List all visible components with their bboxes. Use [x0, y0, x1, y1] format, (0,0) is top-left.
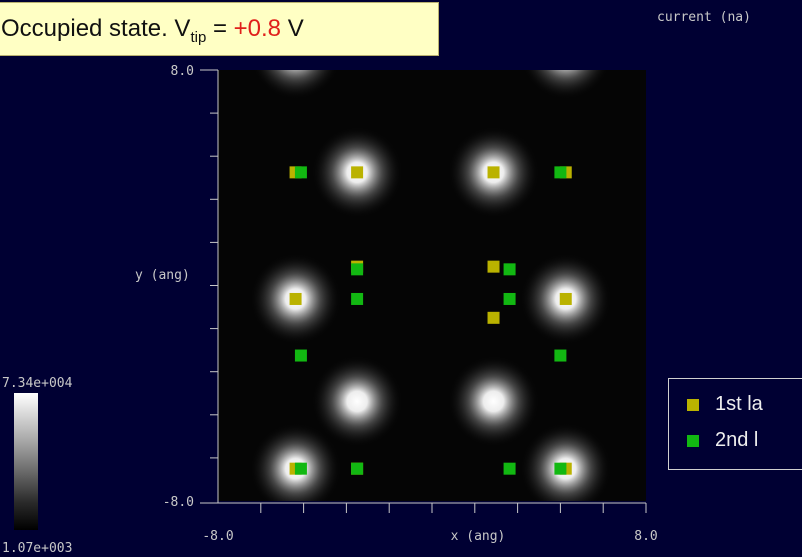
first-layer-atom-marker — [487, 311, 500, 324]
second-layer-atom-marker — [554, 462, 567, 475]
second-layer-atom-marker — [503, 292, 516, 305]
colorbar-max-label: 7.34e+004 — [2, 376, 73, 391]
current-unit-label: current (na) — [657, 10, 751, 25]
intensity-spot — [311, 355, 404, 448]
title-prefix: Occupied state. V — [1, 15, 191, 42]
state-title: Occupied state. Vtip = +0.8 V — [0, 2, 439, 56]
first-layer-atom-marker — [487, 260, 500, 273]
intensity-spot — [522, 70, 609, 100]
legend-item-2nd-layer: 2nd l — [687, 429, 758, 452]
x-tick-label: -8.0 — [202, 529, 233, 544]
intensity-spot — [519, 422, 612, 501]
first-layer-atom-marker — [487, 166, 500, 179]
second-layer-atom-marker — [294, 166, 307, 179]
intensity-spot — [447, 355, 540, 448]
title-unit: V — [281, 15, 304, 42]
legend-label: 1st la — [715, 393, 763, 415]
legend-swatch-yellow — [687, 398, 699, 411]
legend-swatch-green — [687, 434, 699, 447]
second-layer-atom-marker — [294, 349, 307, 362]
title-voltage-value: +0.8 — [233, 15, 282, 42]
legend-label: 2nd l — [715, 429, 759, 451]
first-layer-atom-marker — [559, 292, 572, 305]
second-layer-atom-marker — [503, 462, 516, 475]
legend: 1st la 2nd l — [668, 378, 802, 470]
title-subscript: tip — [190, 28, 207, 46]
second-layer-atom-marker — [554, 166, 567, 179]
x-tick-label: 8.0 — [634, 529, 657, 544]
intensity-spot — [249, 422, 342, 501]
second-layer-atom-marker — [503, 263, 516, 276]
second-layer-atom-marker — [554, 349, 567, 362]
second-layer-atom-marker — [351, 462, 364, 475]
intensity-spot — [252, 70, 339, 100]
y-axis-label: y (ang) — [135, 268, 190, 283]
second-layer-atom-marker — [351, 263, 364, 276]
second-layer-atom-marker — [294, 462, 307, 475]
legend-item-1st-layer: 1st la — [687, 393, 763, 416]
y-tick-label: 8.0 — [171, 64, 194, 79]
y-tick-label: -8.0 — [163, 495, 194, 510]
first-layer-atom-marker — [351, 166, 364, 179]
colorbar — [14, 393, 38, 530]
x-axis-label: x (ang) — [451, 529, 506, 544]
colorbar-min-label: 1.07e+003 — [2, 541, 73, 556]
second-layer-atom-marker — [351, 292, 364, 305]
first-layer-atom-marker — [289, 292, 302, 305]
title-equals: = — [206, 15, 234, 42]
